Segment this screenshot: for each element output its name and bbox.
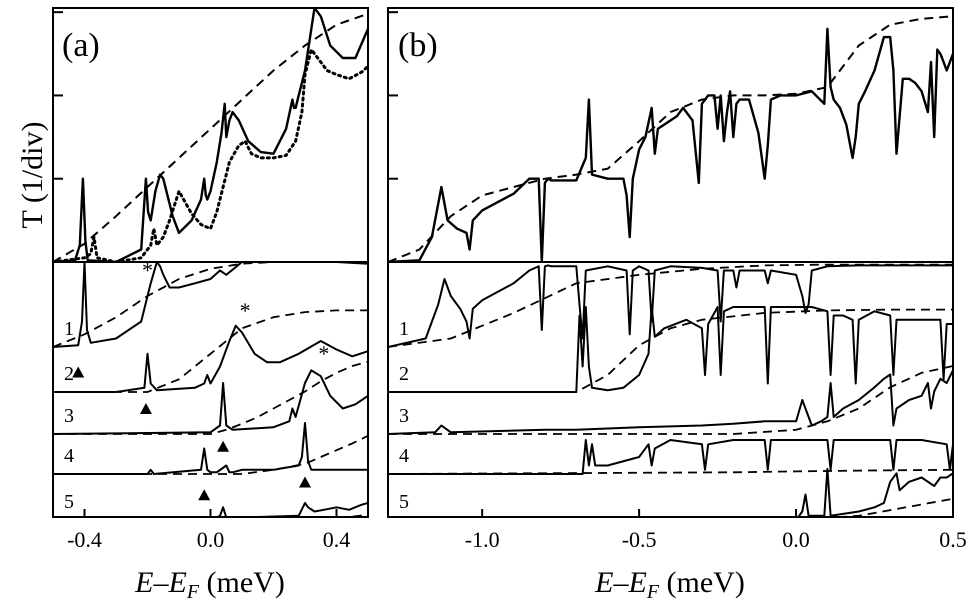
x-axis-label-a-main: E–E (134, 566, 187, 599)
series-bottom-dashed (340, 514, 368, 517)
panel-b-plot-area: -1.0 -0.5 0.0 0.5 1 2 3 4 5 (388, 11, 967, 552)
series-bottom-dashed (53, 262, 368, 348)
x-tick-label: 0.4 (323, 527, 351, 552)
series-bottom-solid (53, 422, 368, 475)
series-bottom-dashed (53, 360, 368, 435)
panel-b: (b) -1.0 -0.5 0.0 0.5 1 2 3 4 5 (387, 7, 967, 552)
series-bottom-solid (214, 502, 368, 517)
triangle-marker (139, 403, 152, 414)
series-bottom-dashed (388, 308, 953, 393)
series-bottom-dashed (827, 497, 953, 517)
curve-label: 2 (64, 363, 74, 385)
x-tick-label: 0.5 (939, 527, 967, 552)
series-top-solid (388, 27, 953, 262)
y-axis-label: T (1/div) (16, 122, 49, 229)
curve-label: 5 (399, 491, 409, 513)
panel-a-plot-area: -0.4 0.0 0.4 1 2 3 4 5 * * * (53, 8, 368, 552)
asterisk-marker: * (318, 341, 329, 366)
x-axis-label-b-main: E–E (594, 566, 647, 599)
series-top-dotted (53, 48, 368, 262)
series-bottom-dashed (53, 309, 368, 393)
triangle-marker (72, 366, 85, 378)
curve-label: 1 (64, 318, 74, 340)
series-bottom-solid (388, 306, 953, 393)
x-axis-label-a-sub: F (186, 581, 200, 602)
triangle-marker (299, 476, 311, 488)
x-axis-label-b-unit: (meV) (659, 566, 745, 599)
x-tick-label: -0.4 (67, 527, 102, 552)
series-top-dashed (388, 15, 953, 262)
series-bottom-solid (53, 262, 368, 348)
series-top-solid (53, 8, 368, 262)
curve-label: 3 (64, 405, 74, 427)
series-bottom-dashed (388, 263, 953, 348)
panel-b-label: (b) (398, 27, 438, 64)
curve-label: 2 (399, 363, 409, 385)
curve-label: 5 (64, 491, 74, 513)
curve-label: 4 (64, 445, 74, 467)
panel-a: (a) -0.4 0.0 0.4 1 2 3 4 5 * * * (52, 7, 369, 552)
series-bottom-solid (388, 264, 953, 348)
triangle-marker (217, 440, 230, 452)
x-axis-label-b: E–EF (meV) (594, 566, 745, 602)
series-bottom-solid (388, 439, 953, 475)
x-axis-label-b-sub: F (646, 581, 660, 602)
x-axis-label-a: E–EF (meV) (134, 566, 285, 602)
asterisk-marker: * (240, 298, 251, 323)
series-bottom-solid (53, 369, 368, 435)
series-bottom-dashed (388, 468, 953, 475)
series-bottom-dashed (53, 434, 368, 475)
curve-label: 4 (399, 445, 409, 467)
panel-a-label: (a) (62, 27, 100, 64)
series-bottom-solid (797, 468, 953, 517)
triangle-marker (198, 489, 211, 501)
x-axis-label-a-unit: (meV) (199, 566, 285, 599)
x-tick-label: -1.0 (465, 527, 500, 552)
x-tick-label: 0.0 (197, 527, 225, 552)
x-tick-label: 0.0 (782, 527, 810, 552)
curve-label: 1 (399, 318, 409, 340)
series-bottom-solid (53, 324, 368, 393)
series-bottom-dashed (388, 365, 953, 435)
curve-label: 3 (399, 405, 409, 427)
x-tick-label: -0.5 (622, 527, 657, 552)
series-bottom-solid (388, 369, 953, 435)
series-top-dashed (53, 12, 368, 262)
asterisk-marker: * (142, 257, 153, 282)
